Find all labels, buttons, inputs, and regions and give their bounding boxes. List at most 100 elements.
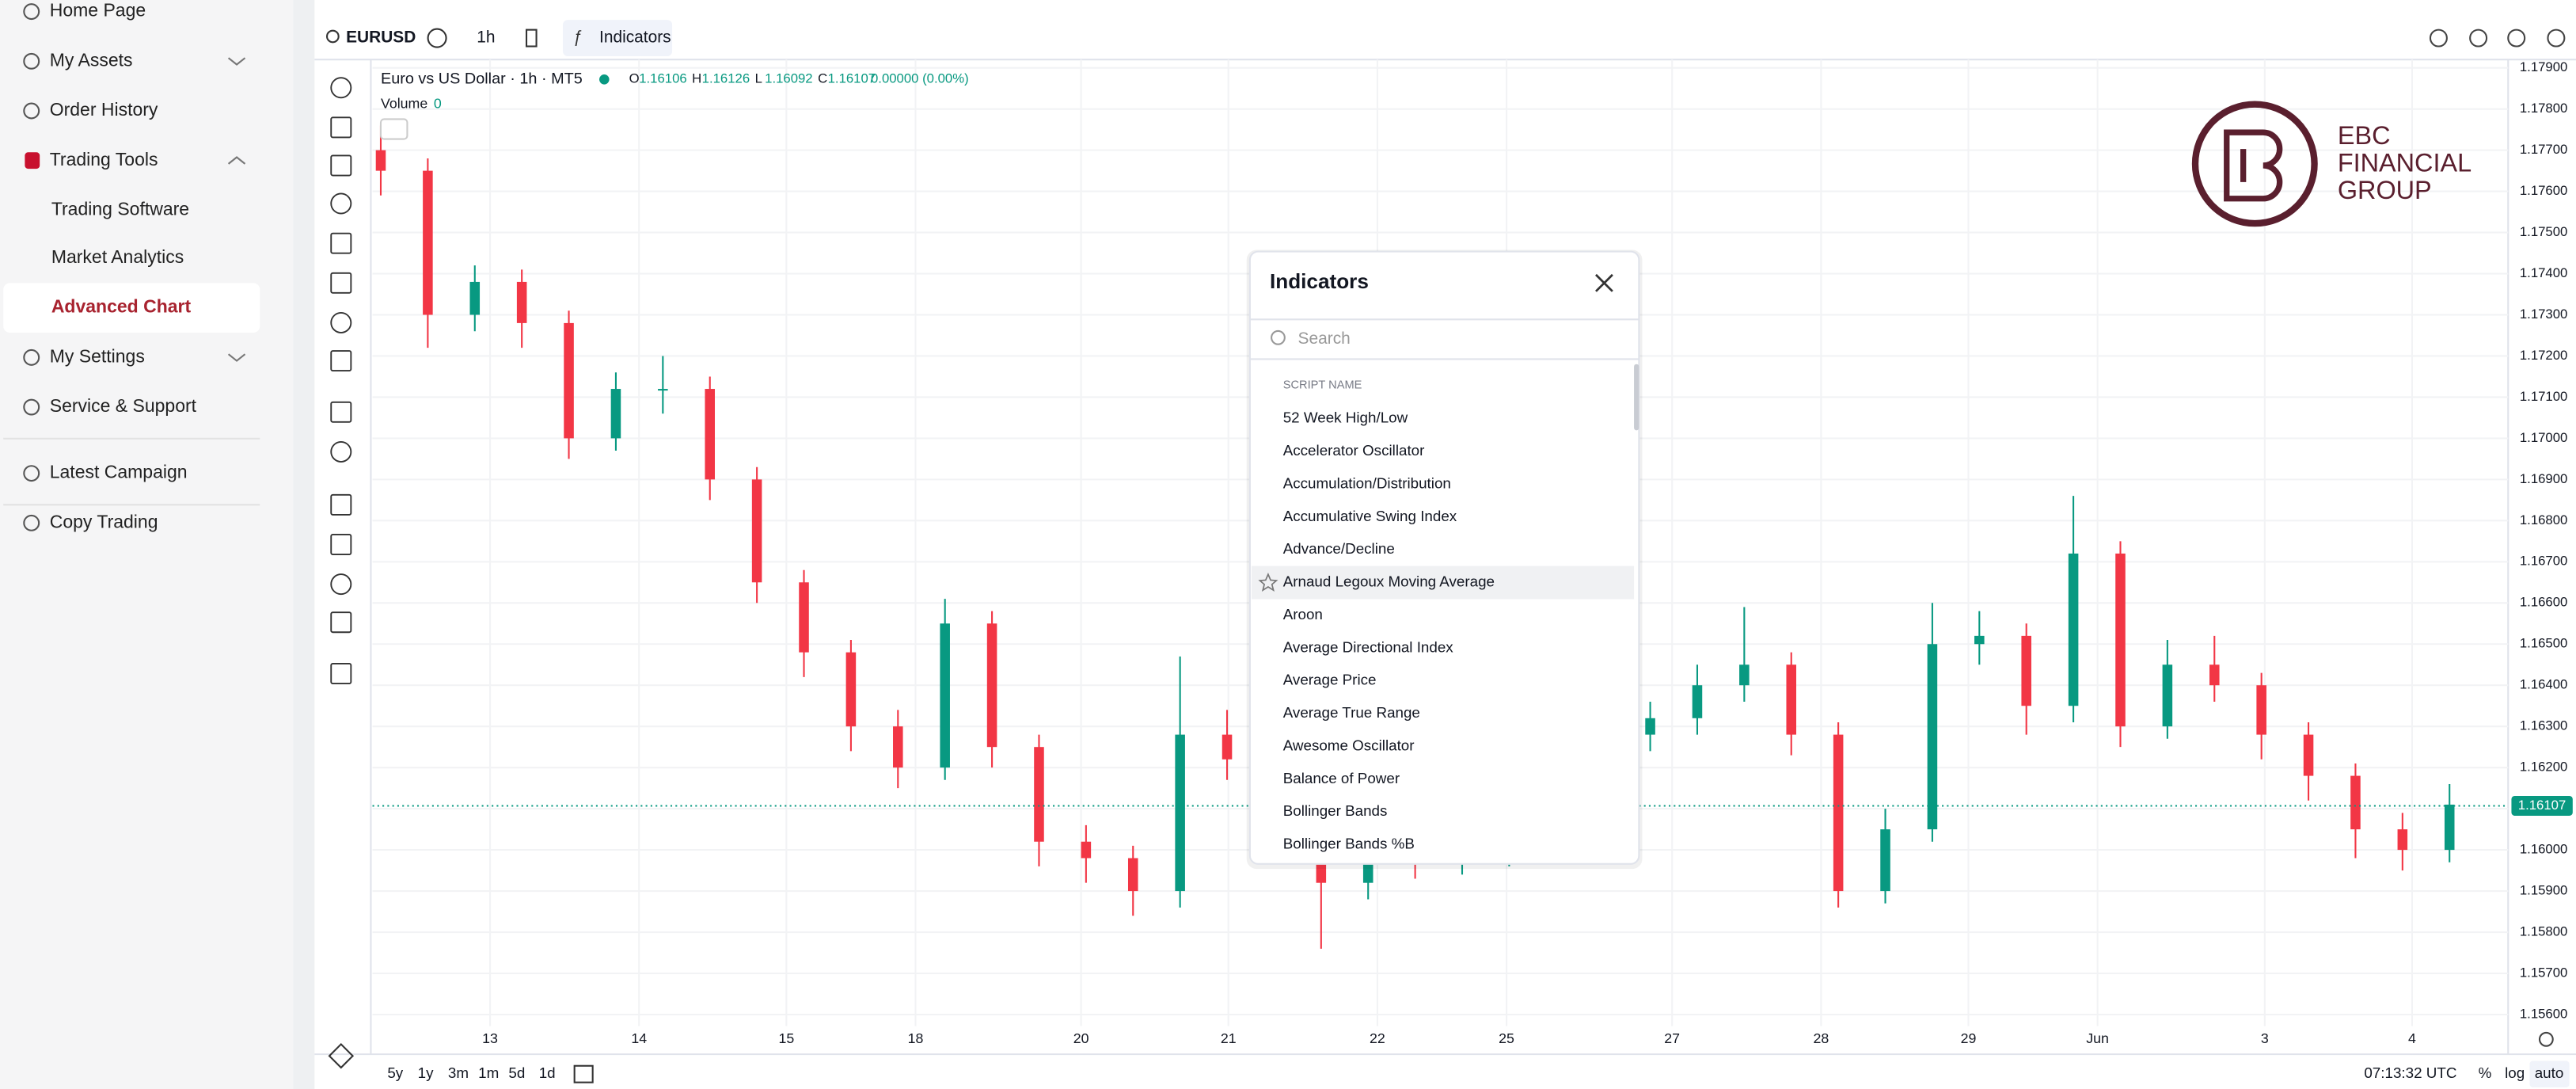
drawing-tool[interactable] bbox=[330, 441, 352, 463]
favorite-star[interactable] bbox=[1258, 572, 1279, 592]
range-button[interactable]: 5d bbox=[508, 1064, 525, 1081]
item-icon bbox=[23, 102, 40, 120]
range-button[interactable]: 1y bbox=[418, 1064, 434, 1081]
scale-button[interactable]: auto bbox=[2535, 1064, 2564, 1081]
range-button[interactable]: 3m bbox=[448, 1064, 469, 1081]
indicator-item[interactable]: Balance of Power bbox=[1283, 770, 1400, 786]
price-tick-label: 1.16500 bbox=[2520, 636, 2567, 651]
drawing-tool[interactable] bbox=[330, 401, 352, 423]
candle-body bbox=[1645, 718, 1655, 735]
indicator-item[interactable]: Bollinger Bands bbox=[1283, 802, 1388, 819]
drawing-tool[interactable] bbox=[330, 232, 352, 254]
menu-item[interactable]: Copy Trading bbox=[50, 511, 158, 531]
auto-bg bbox=[2529, 1060, 2570, 1087]
price-tick-label: 1.17800 bbox=[2520, 101, 2567, 116]
indicator-item[interactable]: Aroon bbox=[1283, 606, 1323, 623]
ohlc-value: 1.16107 bbox=[828, 71, 876, 86]
indicator-item[interactable]: Bollinger Bands %B bbox=[1283, 836, 1415, 852]
indicator-item[interactable]: Average Price bbox=[1283, 672, 1377, 688]
indicator-item[interactable]: 52 Week High/Low bbox=[1283, 409, 1408, 426]
drawing-tool[interactable] bbox=[330, 272, 352, 294]
candle-body bbox=[564, 322, 574, 439]
candle-body bbox=[751, 479, 762, 583]
range-button[interactable]: 1m bbox=[478, 1064, 499, 1081]
date-tick-label: 22 bbox=[1370, 1030, 1385, 1046]
item-icon bbox=[25, 152, 40, 169]
menu-item[interactable]: Order History bbox=[50, 99, 158, 120]
menu-item[interactable]: Trading Tools bbox=[50, 149, 158, 169]
price-tick-label: 1.15900 bbox=[2520, 883, 2567, 898]
last-price-tag bbox=[2511, 795, 2573, 817]
candle-body bbox=[2397, 829, 2408, 851]
scale-button[interactable]: % bbox=[2479, 1064, 2492, 1081]
drawing-tool[interactable] bbox=[330, 611, 352, 634]
candle-type-icon[interactable] bbox=[525, 29, 538, 48]
logo-text: FINANCIAL bbox=[2338, 148, 2472, 177]
chevron bbox=[227, 353, 246, 362]
search-input[interactable]: Search bbox=[1298, 329, 1351, 348]
toolbar-icon[interactable] bbox=[2429, 29, 2448, 48]
add-icon[interactable] bbox=[427, 28, 447, 48]
drawing-tool[interactable] bbox=[330, 77, 352, 99]
ohlc-label: O bbox=[629, 71, 640, 86]
drawing-tool[interactable] bbox=[330, 312, 352, 333]
dialog-title: Indicators bbox=[1270, 269, 1369, 293]
menu-item[interactable]: Service & Support bbox=[50, 395, 197, 416]
menu-item[interactable]: Market Analytics bbox=[51, 246, 184, 267]
indicator-item[interactable]: Average Directional Index bbox=[1283, 638, 1454, 655]
collapse-button[interactable] bbox=[379, 118, 408, 140]
candle-body bbox=[375, 150, 386, 171]
drawing-tool[interactable] bbox=[330, 154, 352, 177]
price-tick-label: 1.15700 bbox=[2520, 965, 2567, 980]
menu-item[interactable]: My Settings bbox=[50, 345, 145, 366]
indicator-item[interactable]: Awesome Oscillator bbox=[1283, 737, 1415, 753]
candle-body bbox=[2115, 553, 2126, 727]
drawing-tool[interactable] bbox=[330, 192, 352, 215]
indicator-item[interactable]: Average True Range bbox=[1283, 704, 1420, 721]
interval[interactable]: 1h bbox=[477, 29, 495, 47]
gutter bbox=[293, 0, 315, 1089]
indicator-item[interactable]: Accelerator Oscillator bbox=[1283, 442, 1425, 459]
drawing-tool[interactable] bbox=[330, 493, 352, 516]
toolbar-icon[interactable] bbox=[2507, 29, 2526, 48]
menu-item[interactable]: Trading Software bbox=[51, 198, 189, 219]
drawing-tool[interactable] bbox=[330, 663, 352, 684]
candle-body bbox=[1692, 685, 1703, 718]
drawing-tool[interactable] bbox=[330, 573, 352, 596]
price-tick-label: 1.16400 bbox=[2520, 677, 2567, 692]
indicator-item[interactable]: Arnaud Legoux Moving Average bbox=[1283, 573, 1495, 590]
close-button[interactable] bbox=[1595, 273, 1613, 292]
candle-body bbox=[845, 652, 857, 727]
drawing-tool[interactable] bbox=[330, 350, 352, 372]
toolbar-icon[interactable] bbox=[2547, 29, 2566, 48]
candle-body bbox=[986, 623, 997, 748]
drawing-tool[interactable] bbox=[330, 534, 352, 555]
range-button[interactable]: 5y bbox=[387, 1064, 403, 1081]
candle-body bbox=[893, 726, 903, 768]
date-range-icon[interactable] bbox=[573, 1064, 594, 1083]
scale-button[interactable]: log bbox=[2505, 1064, 2525, 1081]
indicator-item[interactable]: Accumulative Swing Index bbox=[1283, 508, 1457, 524]
candle-body bbox=[1739, 664, 1750, 686]
layers-tool[interactable] bbox=[328, 1042, 355, 1069]
ohlc-label: L bbox=[755, 71, 762, 86]
date-tick-label: 3 bbox=[2261, 1030, 2269, 1046]
drawing-tool[interactable] bbox=[330, 116, 352, 139]
indicators-button[interactable]: Indicators bbox=[599, 29, 671, 47]
settings-icon[interactable] bbox=[2538, 1031, 2554, 1047]
menu-item[interactable]: My Assets bbox=[50, 49, 133, 70]
price-tick-label: 1.17300 bbox=[2520, 307, 2567, 322]
menu-item[interactable]: Home Page bbox=[50, 0, 146, 21]
range-button[interactable]: 1d bbox=[539, 1064, 556, 1081]
toolbar-icon[interactable] bbox=[2469, 29, 2488, 48]
date-tick-label: 25 bbox=[1499, 1030, 1514, 1046]
indicator-item[interactable]: Advance/Decline bbox=[1283, 540, 1395, 557]
fx-icon: ƒ bbox=[573, 29, 583, 47]
candle-body bbox=[1222, 734, 1233, 760]
volume-label: Volume bbox=[381, 95, 427, 111]
indicator-item[interactable]: Accumulation/Distribution bbox=[1283, 474, 1451, 491]
menu-item[interactable]: Latest Campaign bbox=[50, 462, 188, 482]
menu-item[interactable]: Advanced Chart bbox=[51, 296, 192, 317]
symbol[interactable]: EURUSD bbox=[346, 29, 416, 47]
price-tick-label: 1.15600 bbox=[2520, 1006, 2567, 1021]
